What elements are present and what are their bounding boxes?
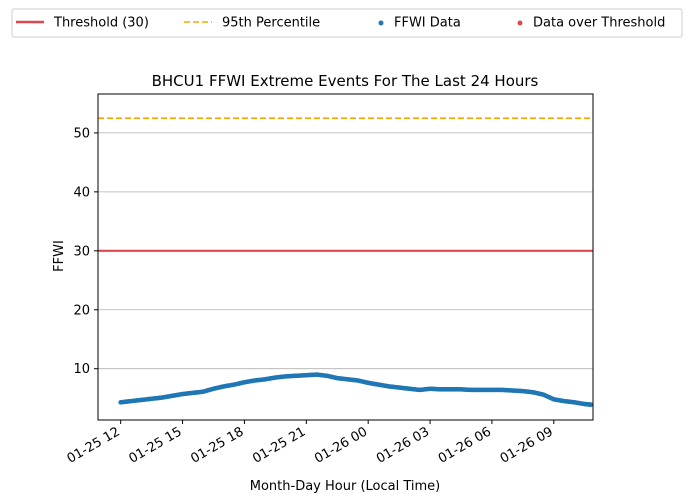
- y-tick-label: 50: [73, 126, 90, 141]
- legend-percentile-label: 95th Percentile: [222, 16, 320, 31]
- ffwi-data-points: [118, 372, 594, 407]
- legend-over-threshold-label: Data over Threshold: [533, 16, 665, 31]
- legend-threshold-label: Threshold (30): [53, 16, 149, 31]
- grid: [98, 132, 593, 370]
- y-tick-label: 10: [73, 362, 90, 377]
- legend-frame: [11, 8, 683, 38]
- legend-ffwi-data-label: FFWI Data: [394, 16, 461, 31]
- axes: 10 20 30 40 50 01-25 12 01-25 15 01-25 18 01-25 …: [65, 93, 594, 467]
- y-tick-label: 40: [73, 185, 90, 200]
- legend-ffwi-data-marker: [378, 20, 384, 26]
- chart-title: BHCU1 FFWI Extreme Events For The Last 2…: [152, 72, 539, 90]
- x-tick-label: 01-26 09: [498, 424, 556, 466]
- legend-over-threshold-marker: [517, 20, 523, 26]
- x-tick-label: 01-25 12: [65, 424, 123, 466]
- x-tick-label: 01-25 21: [250, 424, 308, 466]
- x-tick-label: 01-25 18: [188, 424, 246, 466]
- ffwi-data-point-fill: [587, 402, 593, 407]
- legend: Threshold (30) 95th Percentile FFWI Data…: [11, 8, 683, 38]
- reference-lines: [98, 117, 593, 252]
- y-axis-label: FFWI: [52, 240, 67, 272]
- x-tick-label: 01-26 03: [374, 424, 432, 466]
- x-tick-label: 01-26 00: [312, 424, 370, 466]
- plot-frame: [97, 93, 594, 421]
- x-axis-label: Month-Day Hour (Local Time): [250, 479, 440, 494]
- x-tick-label: 01-26 06: [436, 424, 494, 466]
- x-tick-label: 01-25 15: [126, 424, 184, 466]
- y-tick-label: 30: [73, 244, 90, 259]
- y-tick-label: 20: [73, 303, 90, 318]
